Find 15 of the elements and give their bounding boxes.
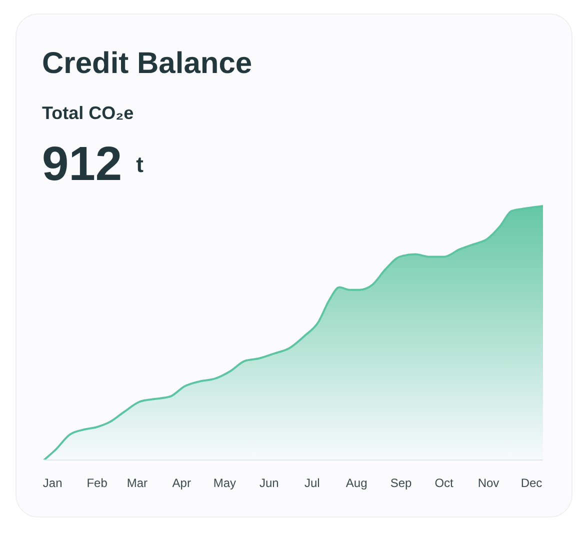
x-tick-label: Nov (478, 476, 500, 490)
x-tick-label: Feb (86, 476, 108, 490)
x-tick-label: Jan (42, 476, 62, 490)
x-tick-label: Aug (346, 476, 368, 490)
x-tick-label: Oct (434, 476, 454, 490)
x-tick-label: Apr (172, 476, 191, 490)
text: 912 t (42, 138, 144, 191)
x-tick-label: Jun (259, 476, 279, 490)
x-tick-label: May (213, 476, 236, 490)
x-tick-label: Dec (520, 476, 542, 490)
x-tick-label: Jul (304, 476, 320, 490)
chart-subtitle: Total CO₂e (42, 103, 134, 123)
x-tick-label: Sep (390, 476, 412, 490)
chart-title: Credit Balance (42, 47, 252, 80)
x-tick-label: Mar (126, 476, 148, 490)
